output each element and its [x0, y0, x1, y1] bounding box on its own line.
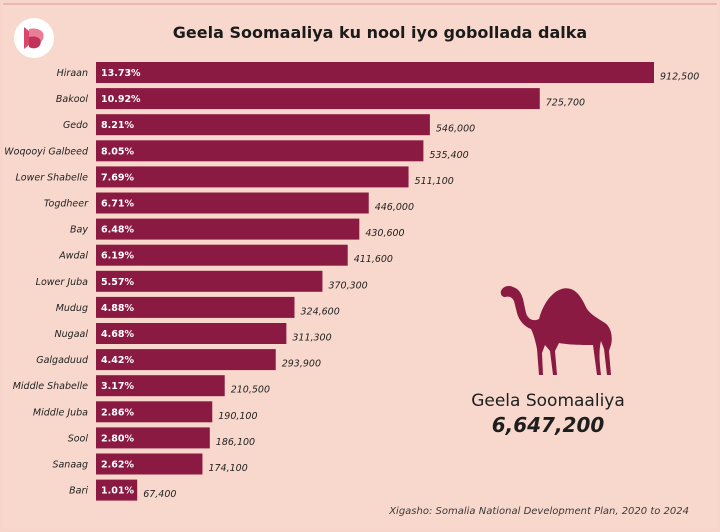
category-label: Nugaal: [55, 329, 89, 340]
bar: [96, 453, 203, 475]
percent-label: 1.01%: [101, 486, 134, 497]
value-label: 67,400: [143, 489, 176, 500]
value-label: 535,400: [429, 150, 468, 161]
bar: [96, 479, 138, 501]
category-label: Bari: [69, 486, 88, 497]
bar: [96, 88, 540, 110]
bar: [96, 323, 287, 344]
source-note: Xigasho: Somalia National Development Pl…: [389, 506, 689, 517]
category-label: Lower Shabelle: [15, 172, 88, 183]
percent-label: 4.68%: [101, 329, 134, 340]
percent-label: 2.62%: [101, 460, 134, 471]
category-label: Middle Shabelle: [13, 381, 88, 392]
percent-label: 6.71%: [101, 199, 134, 210]
value-label: 446,000: [375, 202, 414, 213]
value-label: 411,600: [354, 254, 393, 265]
bar: [96, 140, 424, 162]
category-label: Togdheer: [44, 199, 89, 210]
value-label: 210,500: [231, 385, 270, 396]
percent-label: 2.80%: [101, 433, 134, 444]
category-label: Bakool: [56, 94, 88, 105]
chart-title: Geela Soomaaliya ku nool iyo gobollada d…: [172, 23, 588, 42]
bar: [96, 427, 210, 449]
percent-label: 13.73%: [101, 68, 141, 79]
category-label: Woqooyi Galbeed: [4, 146, 89, 157]
value-label: 430,600: [365, 228, 404, 239]
percent-label: 4.42%: [101, 355, 134, 366]
infographic-frame: Geela Soomaaliya ku nool iyo gobollada d…: [3, 3, 717, 529]
category-label: Bay: [70, 225, 88, 236]
bar-chart: Hiraan 13.73% 912,500 Bakool 10.92% 725,700 Ge…: [4, 62, 699, 501]
bar: [96, 401, 213, 423]
percent-label: 6.48%: [101, 225, 134, 236]
percent-label: 4.88%: [101, 303, 134, 314]
percent-label: 2.86%: [101, 407, 134, 418]
total-value: 6,647,200: [491, 413, 605, 437]
value-label: 311,300: [292, 333, 331, 344]
category-label: Hiraan: [57, 68, 88, 79]
value-label: 725,700: [546, 98, 585, 109]
percent-label: 8.21%: [101, 120, 134, 131]
bar: [96, 218, 360, 240]
value-label: 174,100: [208, 463, 247, 474]
bar: [96, 114, 430, 136]
category-label: Middle Juba: [33, 407, 88, 418]
camel-icon: [500, 286, 612, 375]
category-label: Lower Juba: [36, 277, 88, 288]
top-divider: [3, 3, 717, 5]
percent-label: 7.69%: [101, 172, 134, 183]
bar: [96, 62, 654, 83]
value-label: 190,100: [218, 411, 257, 422]
value-label: 293,900: [282, 359, 321, 370]
bar: [96, 375, 225, 397]
value-label: 511,100: [415, 176, 454, 187]
value-label: 912,500: [660, 72, 699, 83]
percent-label: 8.05%: [101, 146, 134, 157]
category-label: Sool: [68, 433, 89, 444]
bar: [96, 166, 409, 188]
category-label: Awdal: [58, 251, 88, 262]
value-label: 186,100: [216, 437, 255, 448]
bar: [96, 244, 348, 266]
value-label: 546,000: [436, 124, 475, 135]
category-label: Galgaduud: [36, 355, 89, 366]
brand-logo-icon: [14, 18, 54, 58]
percent-label: 5.57%: [101, 277, 134, 288]
category-label: Sanaag: [52, 460, 88, 471]
percent-label: 10.92%: [101, 94, 141, 105]
percent-label: 6.19%: [101, 251, 134, 262]
value-label: 370,300: [328, 280, 367, 291]
bar: [96, 296, 295, 318]
bar: [96, 192, 369, 214]
category-label: Mudug: [56, 303, 88, 314]
bar: [96, 270, 323, 292]
bar: [96, 349, 276, 371]
percent-label: 3.17%: [101, 381, 134, 392]
value-label: 324,600: [300, 306, 339, 317]
total-label: Geela Soomaaliya: [471, 391, 625, 411]
category-label: Gedo: [63, 120, 88, 131]
